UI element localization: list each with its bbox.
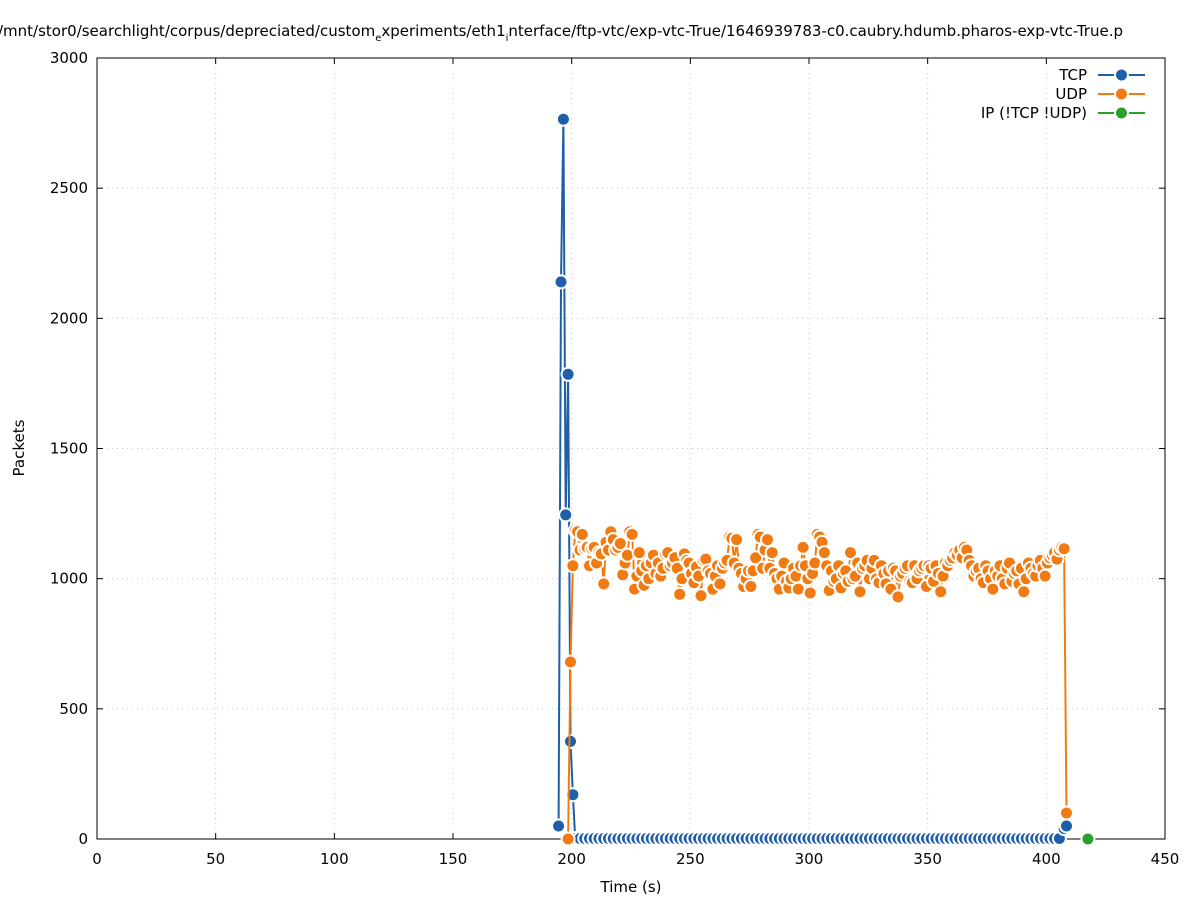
series-udp-point [1056,541,1072,557]
legend-label: TCP [1058,66,1087,84]
x-tick-label: 150 [439,850,468,868]
series-udp-point [615,567,631,583]
series-udp-point [631,545,647,561]
series-tcp-point [555,111,571,127]
legend-label: IP (!TCP !UDP) [981,104,1087,122]
x-tick-label: 400 [1032,850,1061,868]
series-udp-point [807,555,823,571]
series-udp-point [574,526,590,542]
series-tcp-point [563,733,578,749]
axis-ticks: 0 50 100 150 200 250 300 350 400 450 0 500 1000 1500 2… [50,49,1180,868]
x-tick-label: 350 [913,850,942,868]
series-udp-point [890,589,906,605]
y-tick-label: 500 [59,700,88,718]
series-udp-point [612,536,628,551]
series-udp-point [748,550,764,566]
chart-title-part: xperiments/eth1 [381,22,505,40]
x-tick-label: 300 [795,850,824,868]
y-tick-label: 2500 [50,179,88,197]
series-udp-point [596,576,612,592]
legend-swatch-marker [1114,105,1129,121]
legend-swatch-marker [1114,86,1129,102]
x-axis-title: Time (s) [600,878,662,896]
series-udp-point [852,584,868,600]
series-udp-point [933,584,949,600]
x-tick-label: 200 [557,850,586,868]
series-udp-point [1059,805,1074,821]
series-udp-point [712,576,728,592]
series-udp-point [743,579,759,594]
series-group [551,111,1096,847]
y-tick-label: 2000 [50,309,88,327]
x-tick-label: 250 [676,850,705,868]
series-udp-point [565,558,581,574]
series-ip-tcp-udp [1080,831,1096,847]
y-tick-label: 0 [78,830,88,848]
series-tcp-point [558,507,574,523]
y-tick-label: 1500 [50,440,88,458]
x-tick-label: 50 [206,850,225,868]
series-udp-point [802,585,818,601]
chart-title-part: e [375,33,381,44]
series-udp-point [619,547,635,563]
series-tcp-point [1059,818,1074,834]
series-udp-point [1016,584,1032,600]
y-tick-label: 3000 [50,49,88,67]
series-udp-point [816,545,832,561]
series-udp-point [795,539,811,555]
series-udp-point [624,526,640,542]
series-udp-point [843,545,858,561]
series-udp-point [672,586,688,602]
legend-swatch-marker [1114,67,1129,83]
series-udp-point [560,831,576,847]
y-tick-label: 1000 [50,570,88,588]
series-tcp-point [560,366,576,382]
chart-title-part: nterface/ftp-vtc/exp-vtc-True/1646939783… [508,22,1123,40]
legend-label: UDP [1055,85,1087,103]
series-tcp-point [553,274,569,290]
x-tick-label: 0 [92,850,102,868]
series-ip-tcp-udp-point [1080,831,1096,847]
series-udp-point [1037,568,1053,584]
series-tcp-point [551,818,567,834]
chart-title: /mnt/stor0/searchlight/corpus/depreciate… [0,22,1123,44]
series-udp-point [563,654,578,670]
chart-title-part: /mnt/stor0/searchlight/corpus/depreciate… [0,22,375,40]
chart-title-part: i [506,33,509,44]
series-udp-point [760,532,775,548]
y-axis-title: Packets [10,419,28,476]
series-udp [560,523,1074,847]
series-udp-point [764,545,780,561]
x-tick-label: 100 [320,850,349,868]
series-tcp [551,111,1074,846]
x-tick-label: 450 [1151,850,1180,868]
series-udp-point [693,588,709,604]
series-udp-point [729,532,745,548]
series-udp-point [698,551,714,567]
